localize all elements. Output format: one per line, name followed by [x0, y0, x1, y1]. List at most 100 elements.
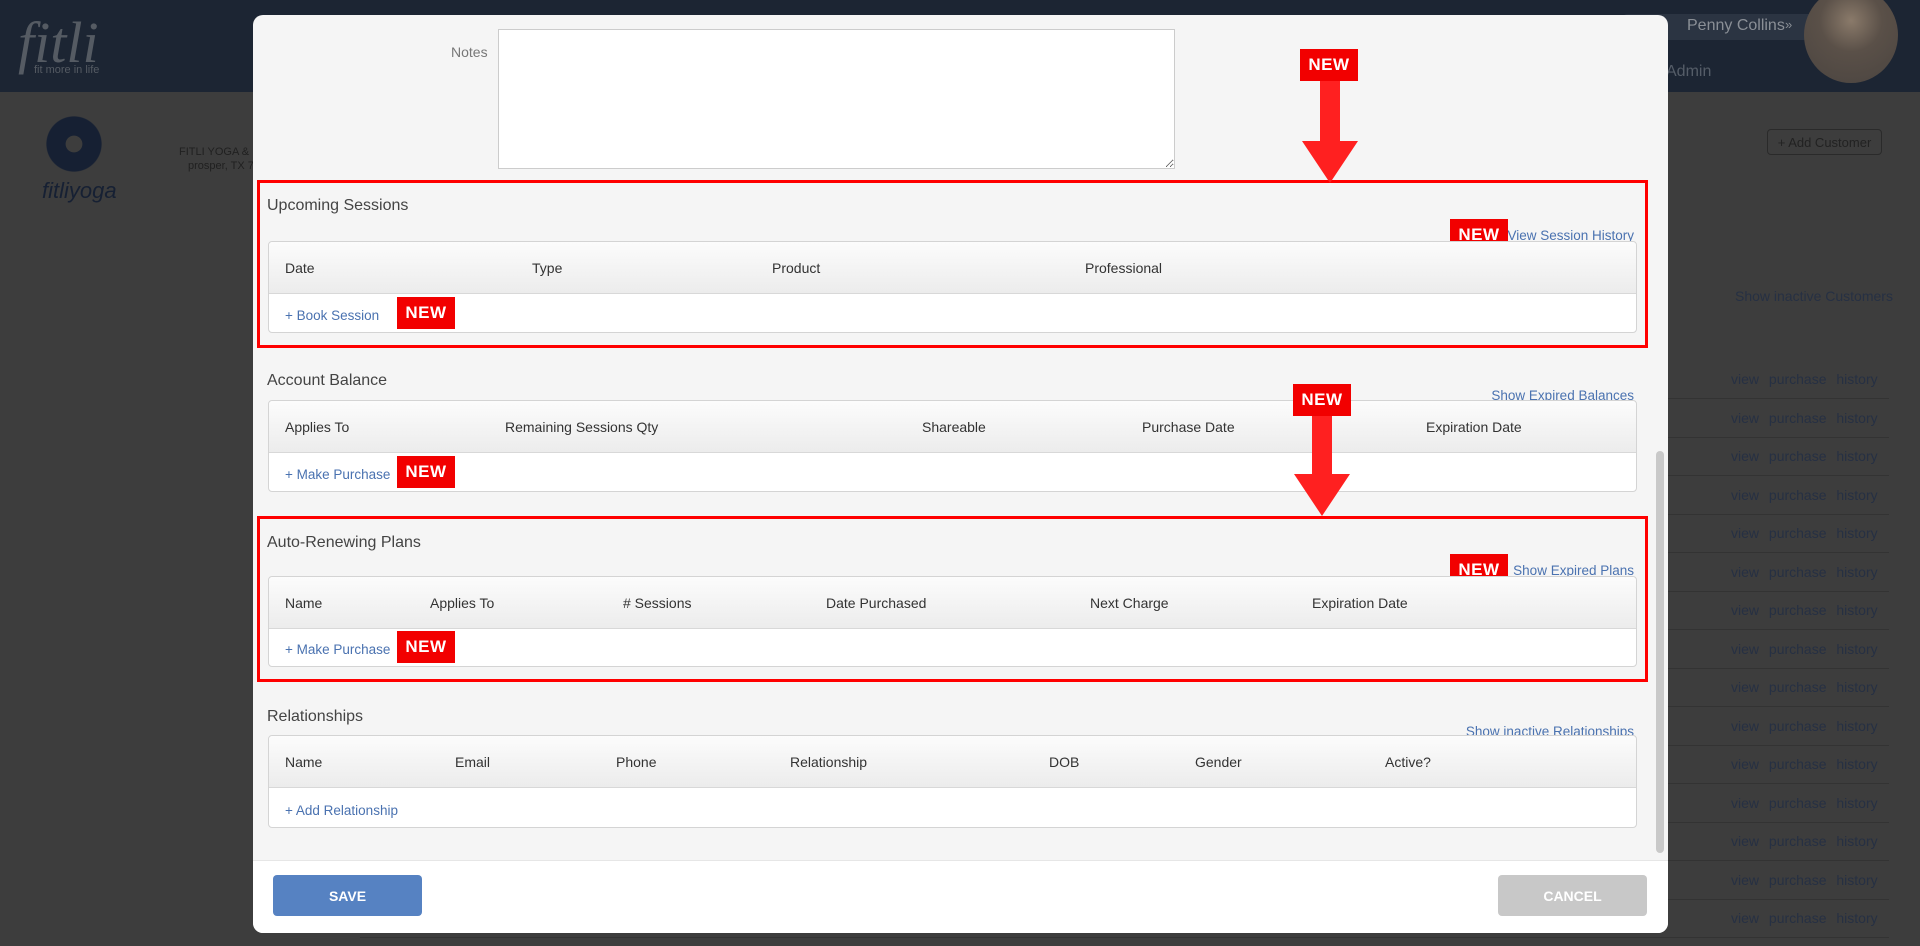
section-title-balance: Account Balance: [267, 372, 388, 389]
fitli-logo: fitli: [18, 10, 99, 75]
row-action-history[interactable]: history: [1836, 486, 1878, 503]
column-header[interactable]: Applies To: [285, 419, 350, 435]
row-action-purchase[interactable]: purchase: [1768, 871, 1827, 888]
row-action-purchase[interactable]: purchase: [1768, 640, 1827, 657]
column-header[interactable]: Next Charge: [1090, 595, 1169, 611]
table-upcoming: Date Type Product Professional + Book Sessio…: [268, 241, 1637, 333]
row-action-history[interactable]: history: [1836, 679, 1878, 695]
column-header[interactable]: Remaining Sessions Qty: [505, 419, 659, 435]
highlight-box-upcoming: [257, 180, 1648, 348]
table-header: Name Applies To # Sessions Date Purchased Ne…: [269, 577, 1636, 629]
chevron-down-icon: »: [1785, 17, 1793, 32]
column-header[interactable]: Professional: [1085, 260, 1163, 276]
column-header[interactable]: Shareable: [922, 419, 986, 435]
studio-logo-text: fitliyoga: [42, 178, 117, 203]
row-action-view[interactable]: view: [1731, 717, 1760, 734]
fitli-tagline: fit more in life: [34, 64, 100, 76]
row-action-view[interactable]: view: [1731, 756, 1760, 772]
row-action-history[interactable]: history: [1836, 756, 1878, 772]
action-link-upcoming[interactable]: + Book Session: [285, 308, 380, 323]
column-header[interactable]: Email: [455, 754, 491, 770]
row-action-view[interactable]: view: [1731, 602, 1760, 618]
row-action-history[interactable]: history: [1836, 602, 1878, 618]
row-action-view[interactable]: view: [1731, 679, 1760, 695]
section-title-relationships: Relationships: [267, 708, 364, 725]
highlight-box-plans: [257, 516, 1648, 682]
column-header[interactable]: Expiration Date: [1426, 419, 1522, 435]
show-inactive-customers-link[interactable]: Show inactive Customers: [1735, 288, 1893, 304]
column-header[interactable]: Active?: [1385, 754, 1431, 770]
row-action-view[interactable]: view: [1731, 794, 1760, 811]
avatar[interactable]: [1804, 0, 1898, 83]
row-action-purchase[interactable]: purchase: [1768, 756, 1827, 772]
column-header[interactable]: Applies To: [430, 595, 495, 611]
row-action-history[interactable]: history: [1836, 448, 1878, 464]
row-action-history[interactable]: history: [1836, 910, 1878, 926]
row-action-view[interactable]: view: [1731, 486, 1760, 503]
column-header[interactable]: Date Purchased: [826, 595, 927, 611]
notes-textarea[interactable]: [498, 29, 1175, 169]
save-button[interactable]: SAVE: [273, 875, 422, 916]
action-link-relationships[interactable]: + Add Relationship: [285, 803, 398, 818]
row-action-history[interactable]: history: [1836, 717, 1878, 734]
table-header: Name Email Phone Relationship DOB Gender Activ…: [269, 736, 1636, 788]
row-action-history[interactable]: history: [1836, 833, 1878, 849]
row-action-view[interactable]: view: [1731, 448, 1760, 464]
column-header[interactable]: Name: [285, 754, 323, 770]
column-header[interactable]: Phone: [616, 754, 657, 770]
row-action-purchase[interactable]: purchase: [1768, 833, 1827, 849]
row-action-history[interactable]: history: [1836, 371, 1878, 387]
link-plans[interactable]: Show Expired Plans: [1513, 563, 1634, 578]
new-badge: NEW: [1300, 49, 1358, 81]
table-balance: Applies To Remaining Sessions Qty Shareabl…: [268, 400, 1637, 492]
cancel-button[interactable]: CANCEL: [1498, 875, 1647, 916]
row-action-view[interactable]: view: [1731, 409, 1760, 426]
arrow-down-icon: [1294, 416, 1350, 516]
row-action-view[interactable]: view: [1731, 871, 1760, 888]
row-action-purchase[interactable]: purchase: [1768, 910, 1827, 926]
notes-label: Notes: [451, 44, 488, 60]
row-action-view[interactable]: view: [1731, 910, 1760, 926]
link-upcoming[interactable]: View Session History: [1507, 228, 1634, 243]
column-header[interactable]: Name: [285, 595, 323, 611]
column-header[interactable]: Relationship: [790, 754, 868, 770]
column-header[interactable]: # Sessions: [623, 595, 692, 611]
column-header[interactable]: DOB: [1049, 754, 1080, 770]
scrollbar-thumb[interactable]: [1656, 451, 1664, 853]
column-header[interactable]: Purchase Date: [1142, 419, 1235, 435]
row-action-purchase[interactable]: purchase: [1768, 563, 1827, 580]
action-link-balance[interactable]: + Make Purchase: [285, 467, 391, 482]
row-action-purchase[interactable]: purchase: [1768, 409, 1827, 426]
action-link-plans[interactable]: + Make Purchase: [285, 642, 391, 657]
row-action-view[interactable]: view: [1731, 525, 1760, 541]
column-header[interactable]: Type: [532, 260, 563, 276]
row-action-view[interactable]: view: [1731, 833, 1760, 849]
studio-logo-icon: [42, 112, 106, 176]
row-action-purchase[interactable]: purchase: [1768, 602, 1827, 618]
row-action-history[interactable]: history: [1836, 525, 1878, 541]
modal-footer: SAVE CANCEL: [253, 860, 1668, 933]
row-action-purchase[interactable]: purchase: [1768, 679, 1827, 695]
row-action-history[interactable]: history: [1836, 871, 1878, 888]
row-action-purchase[interactable]: purchase: [1768, 525, 1827, 541]
row-action-purchase[interactable]: purchase: [1768, 486, 1827, 503]
column-header[interactable]: Gender: [1195, 754, 1242, 770]
row-action-view[interactable]: view: [1731, 371, 1760, 387]
row-action-view[interactable]: view: [1731, 640, 1760, 657]
row-action-history[interactable]: history: [1836, 794, 1878, 811]
table-header: Applies To Remaining Sessions Qty Shareabl…: [269, 401, 1636, 453]
row-action-history[interactable]: history: [1836, 409, 1878, 426]
add-customer-button[interactable]: + Add Customer: [1767, 129, 1882, 155]
column-header[interactable]: Date: [285, 260, 315, 276]
row-action-purchase[interactable]: purchase: [1768, 371, 1827, 387]
column-header[interactable]: Product: [772, 260, 821, 276]
row-action-purchase[interactable]: purchase: [1768, 448, 1827, 464]
link-balance[interactable]: Show Expired Balances: [1491, 388, 1634, 403]
row-action-purchase[interactable]: purchase: [1768, 794, 1827, 811]
column-header[interactable]: Expiration Date: [1312, 595, 1408, 611]
row-action-history[interactable]: history: [1836, 563, 1878, 580]
row-action-purchase[interactable]: purchase: [1768, 717, 1827, 734]
row-action-history[interactable]: history: [1836, 640, 1878, 657]
table-plans: Name Applies To # Sessions Date Purchased Ne…: [268, 576, 1637, 667]
row-action-view[interactable]: view: [1731, 563, 1760, 580]
